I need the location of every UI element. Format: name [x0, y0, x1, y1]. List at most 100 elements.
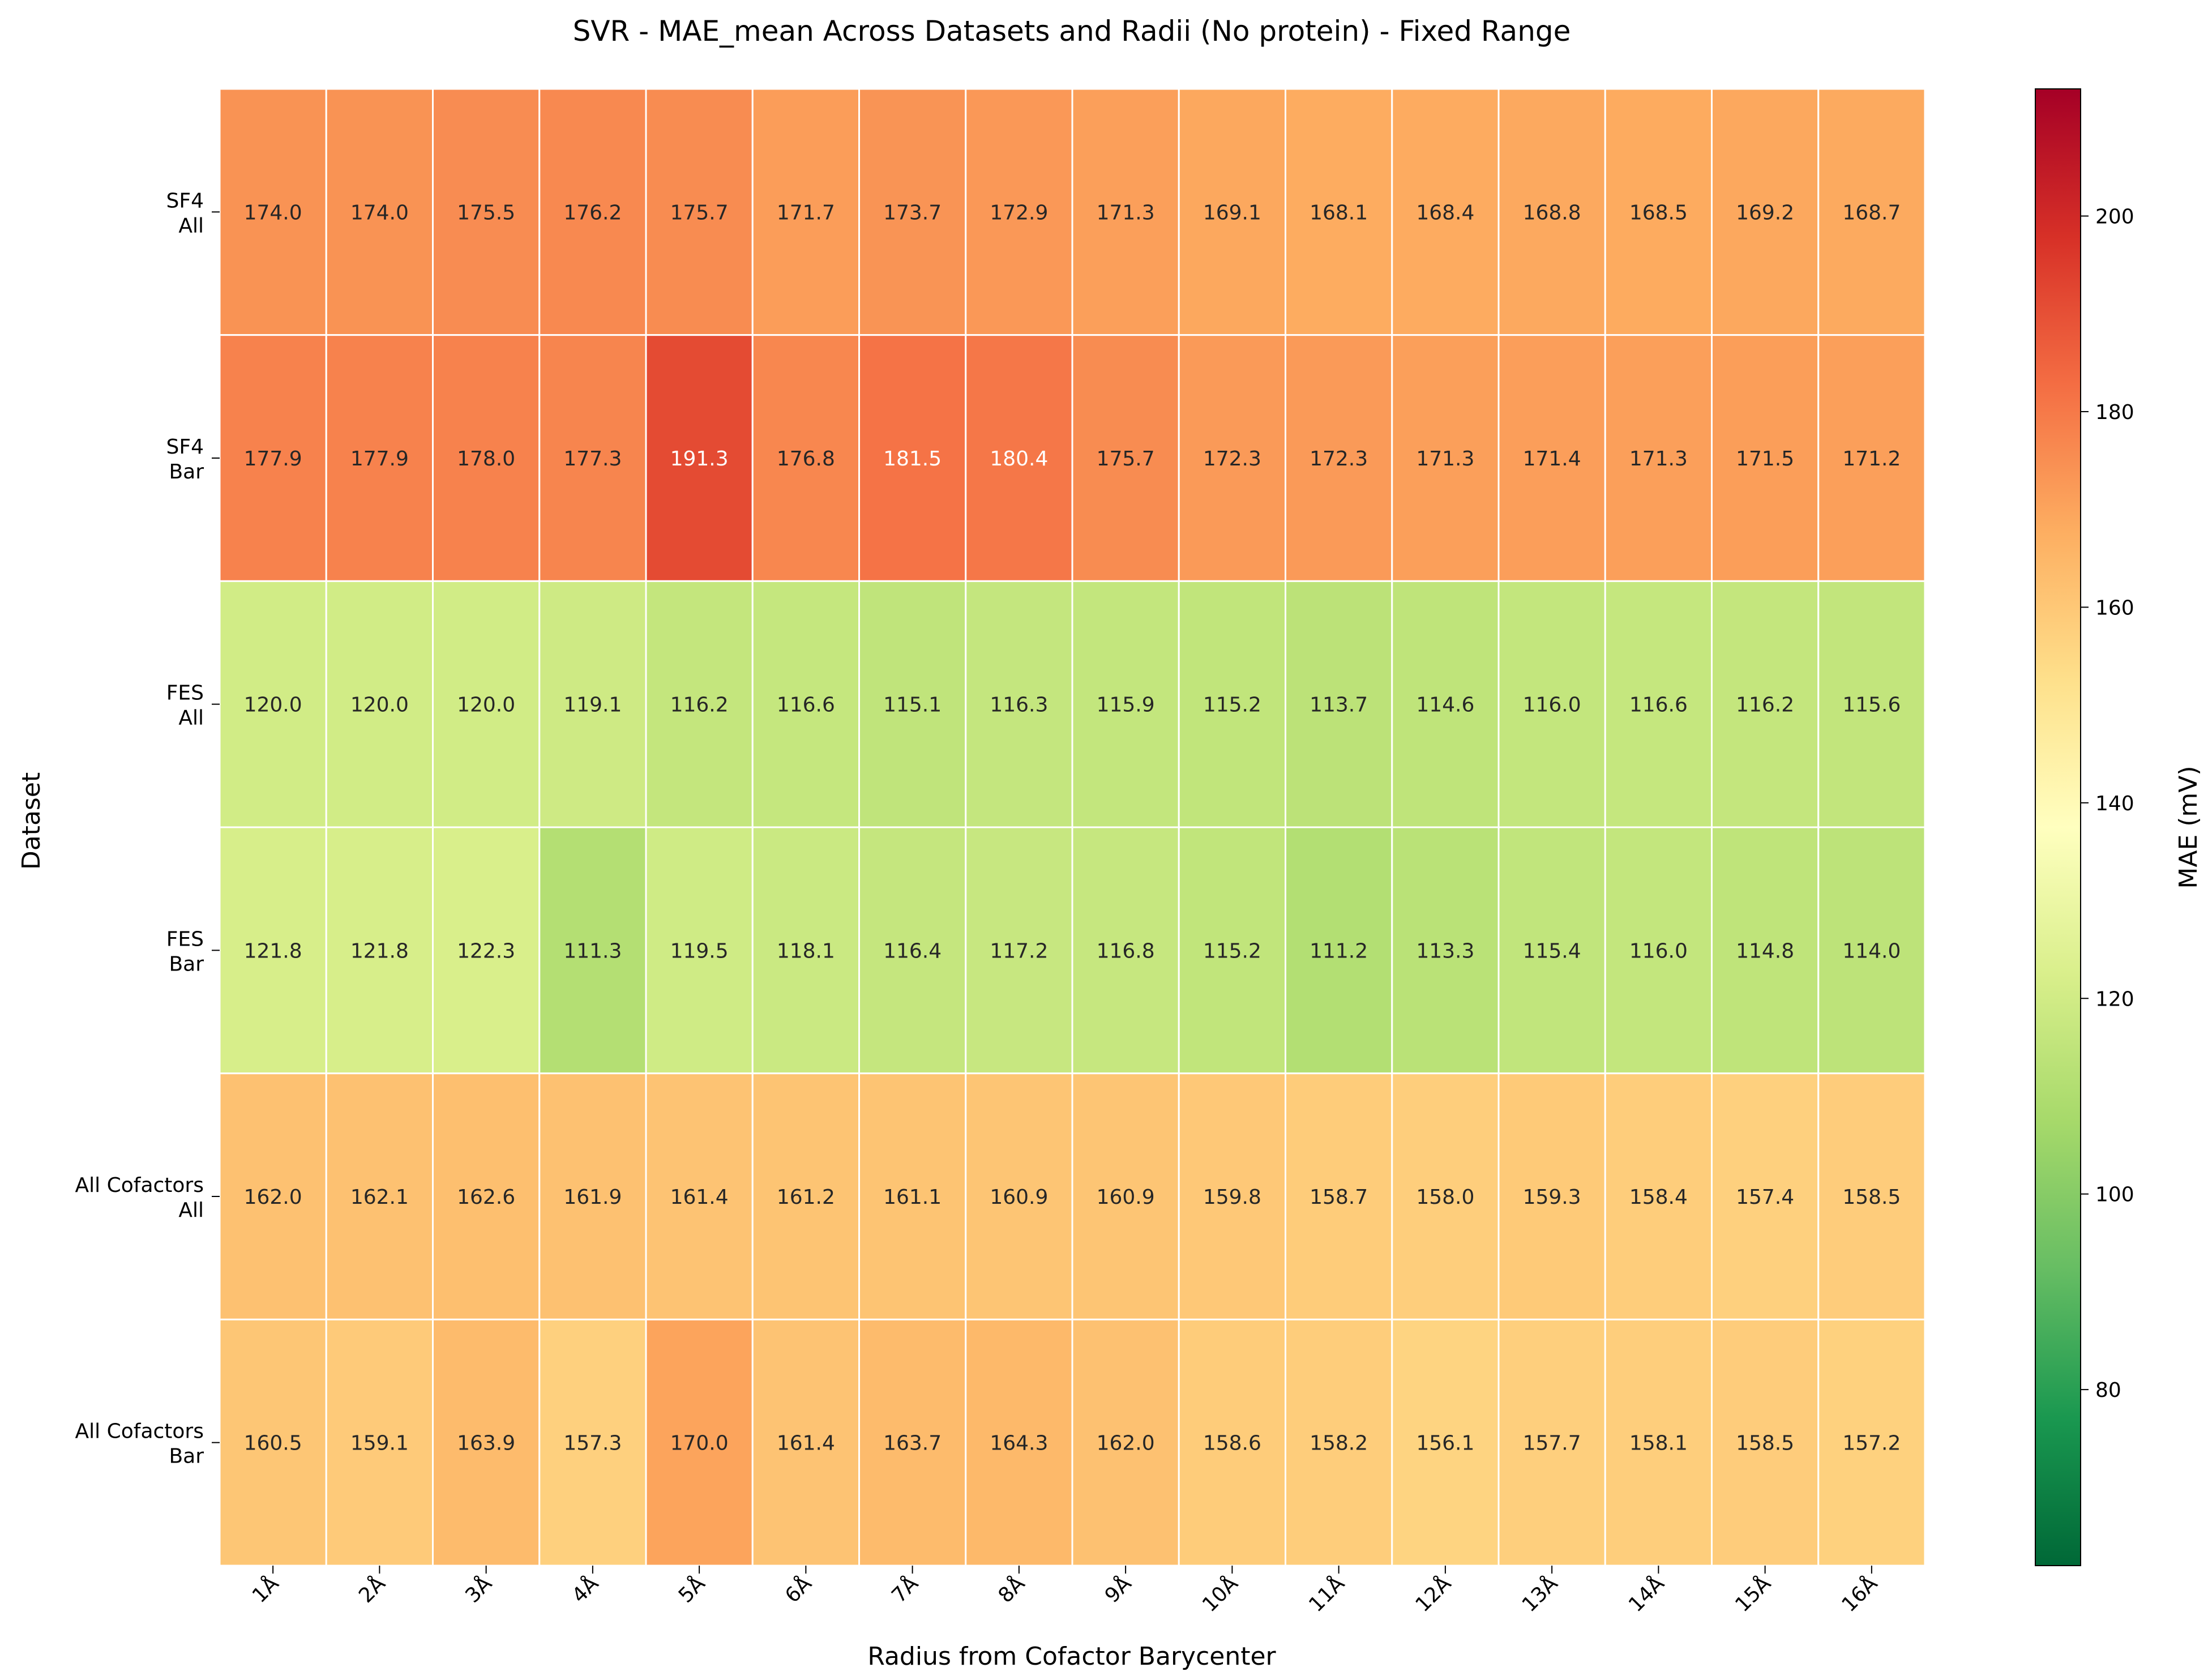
cell-value-label: 115.2: [1203, 694, 1261, 717]
colorbar-label: MAE (mV): [2174, 766, 2203, 888]
heatmap-cell: [645, 334, 754, 582]
heatmap-cell: [325, 826, 434, 1075]
cell-value-label: 171.4: [1523, 447, 1581, 471]
y-tick-label: Bar: [169, 952, 204, 976]
heatmap-cell: [1711, 88, 1820, 336]
cell-value-label: 157.7: [1523, 1432, 1581, 1455]
heatmap-cell: [858, 1318, 967, 1567]
cell-value-label: 173.7: [883, 201, 942, 224]
heatmap-cell: [219, 88, 327, 336]
heatmap-cell: [645, 826, 754, 1075]
cell-value-label: 181.5: [883, 447, 942, 471]
heatmap-cell: [645, 1072, 754, 1320]
cell-value-label: 168.1: [1310, 201, 1368, 224]
heatmap-cell: [432, 88, 541, 336]
heatmap-cell: [538, 1318, 647, 1567]
heatmap-cell: [1391, 1072, 1500, 1320]
cell-value-label: 158.2: [1310, 1432, 1368, 1455]
cell-value-label: 174.0: [350, 201, 409, 224]
heatmap-cell: [751, 334, 860, 582]
x-axis-ticks: 1Å 2Å 3Å 4Å 5Å 6Å 7Å 8Å 9Å 10Å 11Å 12Å 13Å 14Å 15Å 16Å: [247, 1566, 1882, 1617]
cell-value-label: 121.8: [350, 939, 409, 963]
heatmap-cell: [1285, 826, 1393, 1075]
y-tick-label: All: [178, 1199, 204, 1222]
heatmap-cell: [858, 580, 967, 828]
heatmap-cell: [325, 88, 434, 336]
x-tick-label: 10Å: [1197, 1571, 1243, 1617]
y-axis-label: Dataset: [17, 772, 46, 870]
cell-value-label: 158.6: [1203, 1432, 1261, 1455]
cell-value-label: 113.7: [1310, 694, 1368, 717]
cell-value-label: 122.3: [457, 939, 515, 963]
y-tick-label: Bar: [169, 1445, 204, 1468]
y-tick-label: All Cofactors: [75, 1420, 204, 1443]
colorbar-tick-label: 160: [2095, 596, 2134, 619]
heatmap-cell: [1178, 580, 1286, 828]
cell-value-label: 180.4: [990, 447, 1048, 471]
heatmap-cell: [1604, 580, 1713, 828]
heatmap-cell: [1071, 1318, 1180, 1567]
heatmap-cell: [751, 580, 860, 828]
cell-value-label: 120.0: [350, 694, 409, 717]
x-tick-label: 4Å: [567, 1571, 603, 1608]
cell-value-label: 158.0: [1416, 1186, 1474, 1209]
x-tick-label: 3Å: [460, 1571, 497, 1608]
cell-value-label: 164.3: [990, 1432, 1048, 1455]
cell-value-label: 175.7: [670, 201, 729, 224]
heatmap-cell: [1497, 1072, 1606, 1320]
cell-value-label: 116.6: [777, 694, 835, 717]
cell-value-label: 116.8: [1097, 939, 1155, 963]
heatmap-cell: [1178, 1072, 1286, 1320]
x-tick-label: 8Å: [993, 1571, 1029, 1608]
cell-value-label: 172.3: [1203, 447, 1261, 471]
cell-value-label: 172.3: [1310, 447, 1368, 471]
heatmap-cell: [965, 580, 1073, 828]
colorbar-tick-label: 80: [2095, 1379, 2121, 1402]
cell-value-label: 177.3: [563, 447, 622, 471]
x-axis-label: Radius from Cofactor Barycenter: [867, 1642, 1276, 1671]
cell-value-label: 177.9: [244, 447, 302, 471]
heatmap-cell: [325, 334, 434, 582]
cell-value-label: 115.2: [1203, 939, 1261, 963]
x-tick-label: 5Å: [673, 1571, 709, 1608]
cell-value-label: 168.4: [1416, 201, 1474, 224]
heatmap-cell: [1817, 580, 1926, 828]
cell-value-label: 115.1: [883, 694, 942, 717]
heatmap-cell: [1497, 826, 1606, 1075]
heatmap-cell: [645, 88, 754, 336]
x-tick-label: 15Å: [1730, 1571, 1775, 1617]
colorbar: [2035, 88, 2081, 1566]
heatmap-cell: [1178, 88, 1286, 336]
cell-value-label: 120.0: [244, 694, 302, 717]
heatmap-cell: [1604, 88, 1713, 336]
heatmap-cell: [219, 334, 327, 582]
cell-value-label: 169.2: [1736, 201, 1794, 224]
heatmap-cell: [1497, 334, 1606, 582]
cell-value-label: 161.4: [670, 1186, 729, 1209]
x-tick-label: 16Å: [1837, 1571, 1882, 1617]
heatmap-cell: [1391, 334, 1500, 582]
cell-value-label: 158.1: [1629, 1432, 1688, 1455]
cell-value-label: 116.6: [1629, 694, 1688, 717]
cell-value-label: 171.7: [777, 201, 835, 224]
cell-value-label: 159.3: [1523, 1186, 1581, 1209]
cell-value-label: 168.8: [1523, 201, 1581, 224]
cell-value-label: 162.6: [457, 1186, 515, 1209]
cell-value-label: 162.0: [1097, 1432, 1155, 1455]
cell-value-label: 114.6: [1416, 694, 1474, 717]
y-tick-label: SF4: [166, 189, 204, 212]
x-tick-label: 12Å: [1410, 1571, 1456, 1617]
x-tick-label: 9Å: [1099, 1571, 1136, 1608]
heatmap-cell: [858, 826, 967, 1075]
y-tick-label: FES: [166, 927, 204, 951]
heatmap-cell: [538, 88, 647, 336]
heatmap-cell: [1497, 88, 1606, 336]
chart-title: SVR - MAE_mean Across Datasets and Radii…: [573, 15, 1571, 48]
heatmap-cell: [432, 1318, 541, 1567]
colorbar-tick-label: 120: [2095, 988, 2134, 1011]
heatmap-cell: [1071, 1072, 1180, 1320]
cell-value-label: 121.8: [244, 939, 302, 963]
heatmap-cell: [1817, 826, 1926, 1075]
cell-value-label: 158.5: [1842, 1186, 1901, 1209]
